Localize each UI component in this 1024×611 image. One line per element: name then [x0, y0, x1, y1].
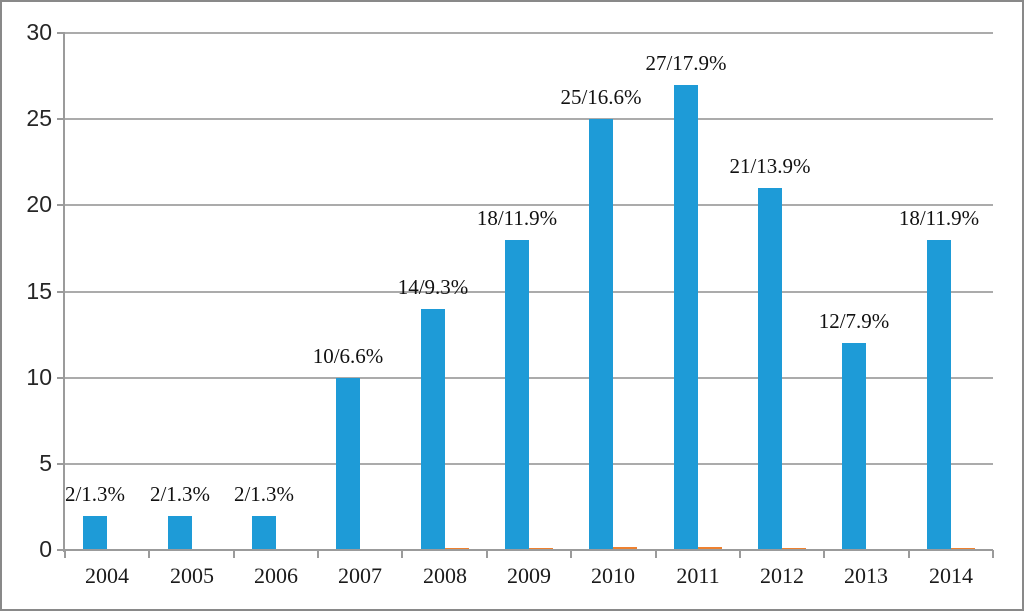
bar-count-2005 — [168, 516, 192, 550]
bar-count-2008 — [421, 309, 445, 550]
y-tick-30 — [57, 32, 65, 34]
data-label-2010: 25/16.6% — [560, 85, 642, 109]
bar-count-2007 — [336, 378, 360, 550]
x-tick-boundary — [232, 550, 235, 558]
x-tick-boundary — [317, 550, 320, 558]
data-label-2009: 18/11.9% — [476, 206, 558, 230]
gridline-20 — [65, 204, 993, 207]
bar-count-2009 — [505, 240, 529, 550]
bar-count-2014 — [927, 240, 951, 550]
x-tick-boundary — [823, 550, 826, 558]
gridline-10 — [65, 376, 993, 379]
y-tick-0 — [57, 549, 65, 551]
x-tick-boundary — [148, 550, 151, 558]
x-axis-label-2012: 2012 — [760, 563, 804, 588]
data-label-2005: 2/1.3% — [149, 482, 211, 506]
x-axis-label-2008: 2008 — [423, 563, 467, 588]
y-tick-25 — [57, 118, 65, 121]
x-axis-label-2009: 2009 — [507, 563, 551, 588]
data-label-2014: 18/11.9% — [898, 206, 980, 230]
bar-rate-2011 — [698, 547, 722, 550]
gridline-25 — [65, 118, 993, 121]
y-axis-tick-label: 30 — [26, 19, 52, 45]
bar-count-2012 — [758, 188, 782, 550]
x-axis-line — [57, 549, 993, 551]
bar-count-2004 — [83, 516, 107, 550]
x-tick-boundary — [992, 550, 994, 558]
data-label-2013: 12/7.9% — [818, 309, 890, 333]
x-tick-boundary — [64, 550, 66, 558]
bar-count-2006 — [252, 516, 276, 550]
bar-rate-2010 — [613, 547, 637, 550]
x-axis-label-2004: 2004 — [85, 563, 129, 588]
y-tick-15 — [57, 290, 65, 293]
x-tick-boundary — [738, 550, 741, 558]
gridline-30 — [65, 32, 993, 34]
x-axis-label-2006: 2006 — [254, 563, 298, 588]
x-axis-label-2007: 2007 — [338, 563, 382, 588]
x-axis-label-2014: 2014 — [929, 563, 973, 588]
data-label-2007: 10/6.6% — [312, 344, 384, 368]
x-axis-label-2011: 2011 — [676, 563, 720, 588]
y-axis-line — [63, 33, 65, 552]
y-tick-5 — [57, 462, 65, 465]
gridline-5 — [65, 462, 993, 465]
x-tick-boundary — [401, 550, 404, 558]
x-tick-boundary — [907, 550, 910, 558]
data-label-2012: 21/13.9% — [729, 154, 811, 178]
bar-count-2010 — [589, 119, 613, 550]
gridline-15 — [65, 290, 993, 293]
data-label-2011: 27/17.9% — [645, 51, 727, 75]
bar-count-2013 — [842, 343, 866, 550]
plot-area — [65, 32, 993, 550]
data-label-2006: 2/1.3% — [233, 482, 295, 506]
y-axis-tick-label: 25 — [26, 105, 52, 132]
x-axis-label-2013: 2013 — [844, 563, 888, 588]
y-axis-tick-label: 15 — [26, 277, 52, 304]
bar-count-2011 — [674, 85, 698, 550]
y-axis-tick-label: 0 — [39, 536, 52, 562]
x-tick-boundary — [654, 550, 657, 558]
y-axis-tick-label: 20 — [26, 191, 52, 218]
y-tick-10 — [57, 376, 65, 379]
data-label-2008: 14/9.3% — [397, 275, 469, 299]
x-tick-boundary — [570, 550, 573, 558]
y-tick-20 — [57, 204, 65, 207]
x-axis-label-2010: 2010 — [591, 563, 635, 588]
data-label-2004: 2/1.3% — [64, 482, 126, 506]
x-axis-label-2005: 2005 — [170, 563, 214, 588]
x-tick-boundary — [485, 550, 488, 558]
y-axis-tick-label: 10 — [26, 363, 52, 390]
y-axis-tick-label: 5 — [39, 449, 52, 476]
